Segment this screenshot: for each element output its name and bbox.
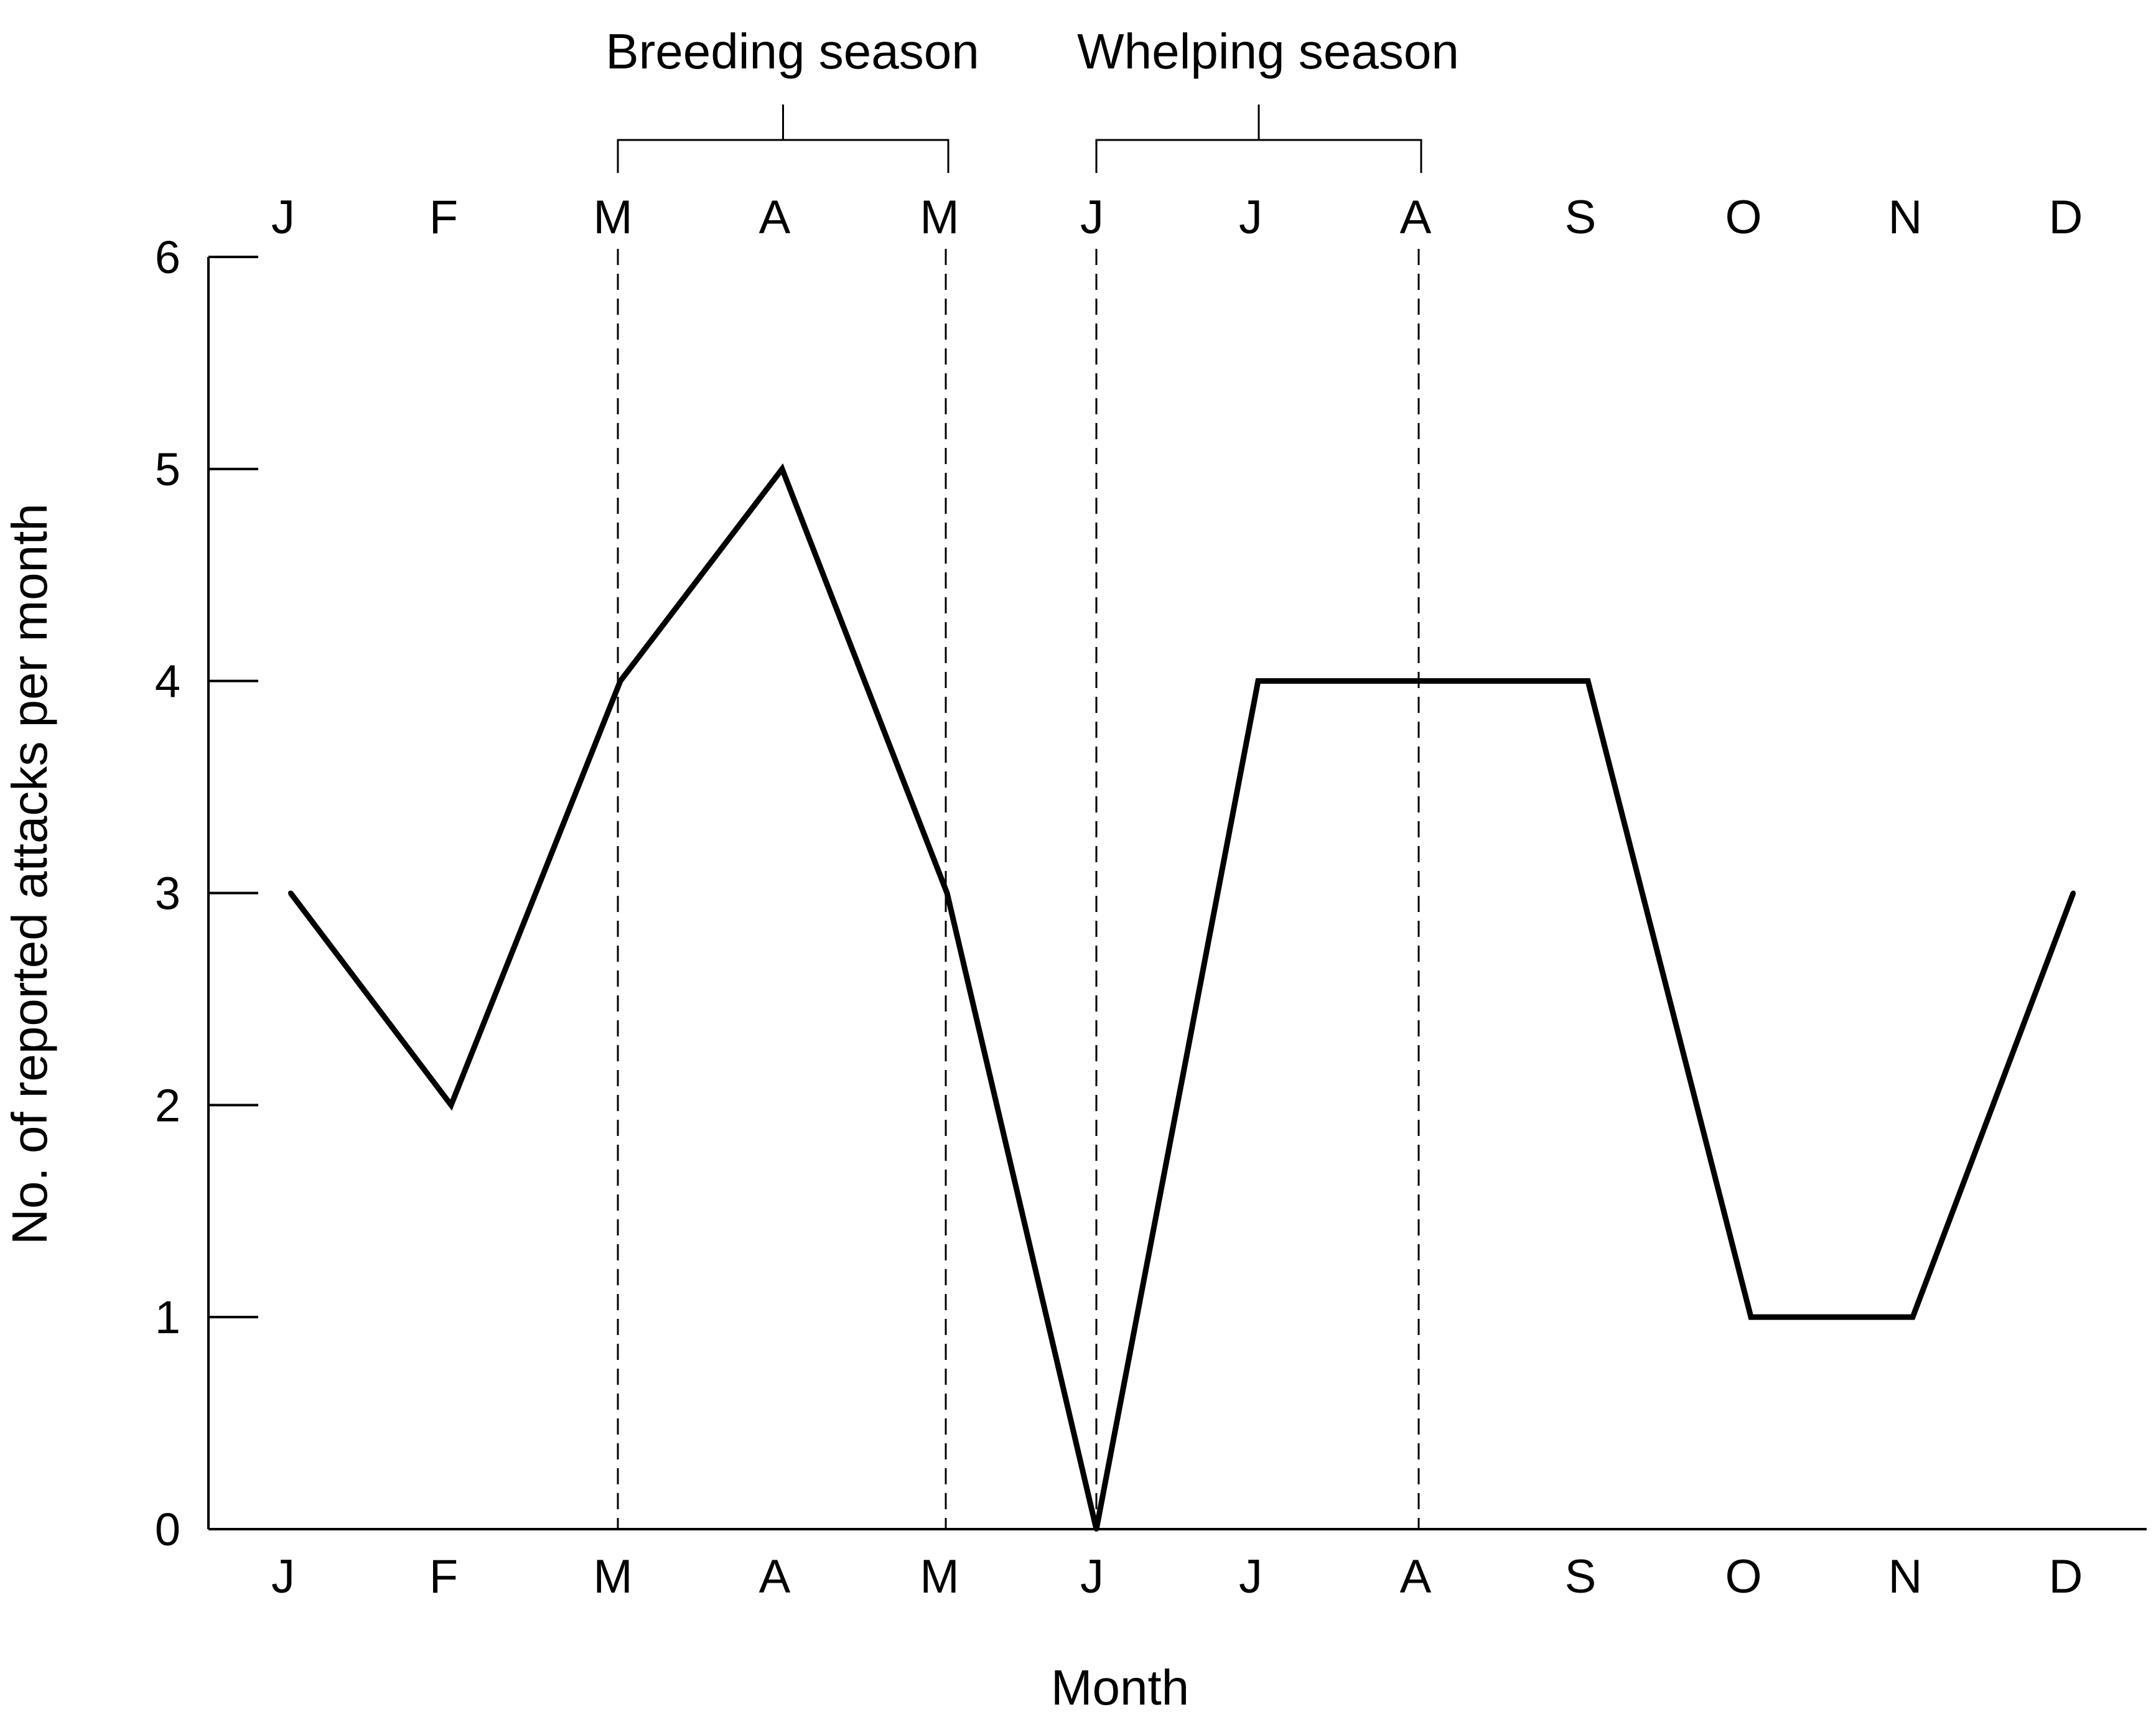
x-tick-label-bottom: J: [271, 1550, 295, 1603]
x-tick-label-top: A: [1400, 191, 1432, 244]
data-point: [945, 890, 950, 896]
y-tick-label: 4: [155, 656, 180, 707]
y-tick-label: 2: [155, 1079, 180, 1131]
x-tick-label-bottom: F: [429, 1550, 458, 1603]
data-point: [1421, 678, 1426, 684]
x-tick-label-top: J: [271, 191, 295, 244]
data-series: [288, 463, 2076, 1532]
data-point: [780, 466, 785, 472]
x-tick-label-bottom: N: [1888, 1550, 1923, 1603]
y-tick-label: 6: [155, 231, 180, 283]
x-tick-label-bottom: M: [920, 1550, 959, 1603]
data-point: [618, 678, 623, 684]
season-markers: [617, 105, 1422, 1529]
data-point: [449, 1102, 454, 1108]
x-tick-label-bottom: O: [1725, 1550, 1762, 1603]
data-point: [2071, 890, 2076, 896]
y-tick-label: 3: [155, 868, 180, 919]
labels: 0 1 2 3 4 5 6 J J F F M M A A M M J J J J A A S S O O N N D D Breeding …: [155, 24, 2083, 1603]
season-bracket: [617, 139, 950, 173]
x-tick-label-top: J: [1239, 191, 1262, 244]
x-tick-label-top: D: [2049, 191, 2083, 244]
x-tick-label-top: M: [593, 191, 632, 244]
x-tick-label-top: O: [1725, 191, 1762, 244]
y-tick-label: 0: [155, 1504, 180, 1555]
series-line: [288, 463, 2076, 1530]
x-tick-label-top: M: [920, 191, 959, 244]
x-tick-label-top: S: [1565, 191, 1597, 244]
data-point: [1910, 1315, 1915, 1320]
data-point: [1585, 678, 1590, 684]
data-point: [1256, 678, 1261, 684]
x-tick-label-top: F: [429, 191, 458, 244]
season-label: Whelping season: [1077, 24, 1459, 79]
x-tick-label-bottom: D: [2049, 1550, 2083, 1603]
season-label: Breeding season: [605, 24, 979, 79]
x-tick-label-top: N: [1888, 191, 1923, 244]
x-tick-label-top: A: [759, 191, 791, 244]
x-tick-label-bottom: J: [1239, 1550, 1262, 1603]
y-tick-label: 1: [155, 1292, 180, 1343]
x-tick-label-top: J: [1080, 191, 1104, 244]
season-bracket: [1095, 139, 1422, 173]
data-point: [288, 890, 293, 896]
x-tick-label-bottom: A: [759, 1550, 791, 1603]
y-axis-title: No. of reported attacks per month: [2, 503, 57, 1245]
x-tick-label-bottom: S: [1565, 1550, 1597, 1603]
x-axis-title: Month: [1051, 1660, 1189, 1715]
axes: [207, 256, 2147, 1530]
data-point: [1094, 1527, 1099, 1532]
y-tick-label: 5: [155, 444, 180, 495]
data-point: [1748, 1315, 1753, 1320]
x-tick-label-bottom: A: [1400, 1550, 1432, 1603]
x-tick-label-bottom: J: [1080, 1550, 1104, 1603]
x-tick-label-bottom: M: [593, 1550, 632, 1603]
